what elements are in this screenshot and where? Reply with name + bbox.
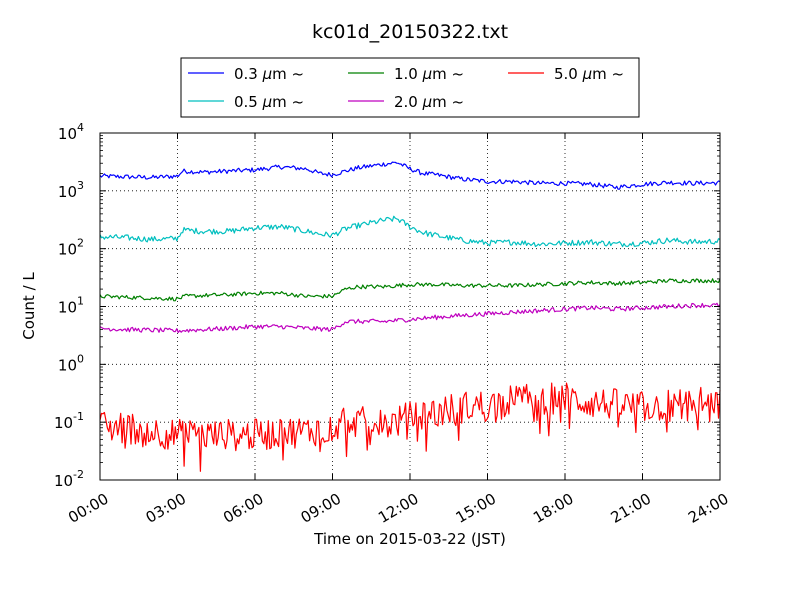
y-tick-label: 102 [58,237,84,259]
series-line-3 [99,278,721,302]
series-line-4 [99,302,721,334]
y-tick-label: 104 [58,121,84,143]
y-axis-label: Count / L [20,272,38,340]
y-tick-label: 101 [58,295,84,317]
y-tick-label: 103 [58,179,84,201]
legend-label-2: 0.5 μm ~ [234,93,304,111]
chart-title: kc01d_20150322.txt [312,21,508,43]
legend-label-5: 5.0 μm ~ [554,65,624,83]
plot-frame [99,132,721,481]
series-line-2 [99,215,721,248]
y-tick-label: 100 [58,352,84,374]
series-line-5 [99,382,721,472]
legend-label-3: 1.0 μm ~ [394,65,464,83]
y-tick-label: 10-2 [54,468,84,490]
series-layer [99,161,721,472]
legend-box [180,57,640,118]
x-axis-label: Time on 2015-03-22 (JST) [313,530,506,548]
legend-label-4: 2.0 μm ~ [394,93,464,111]
legend-label-1: 0.3 μm ~ [234,65,304,83]
series-line-1 [99,161,721,190]
y-tick-label: 10-1 [54,410,84,432]
legend: 0.3 μm ~ 0.5 μm ~ 1.0 μm ~ 2.0 μm ~ 5.0 μm ~ [180,57,640,118]
y-tick-labels: 10-2 10-1 100 101 102 103 104 [54,121,84,490]
